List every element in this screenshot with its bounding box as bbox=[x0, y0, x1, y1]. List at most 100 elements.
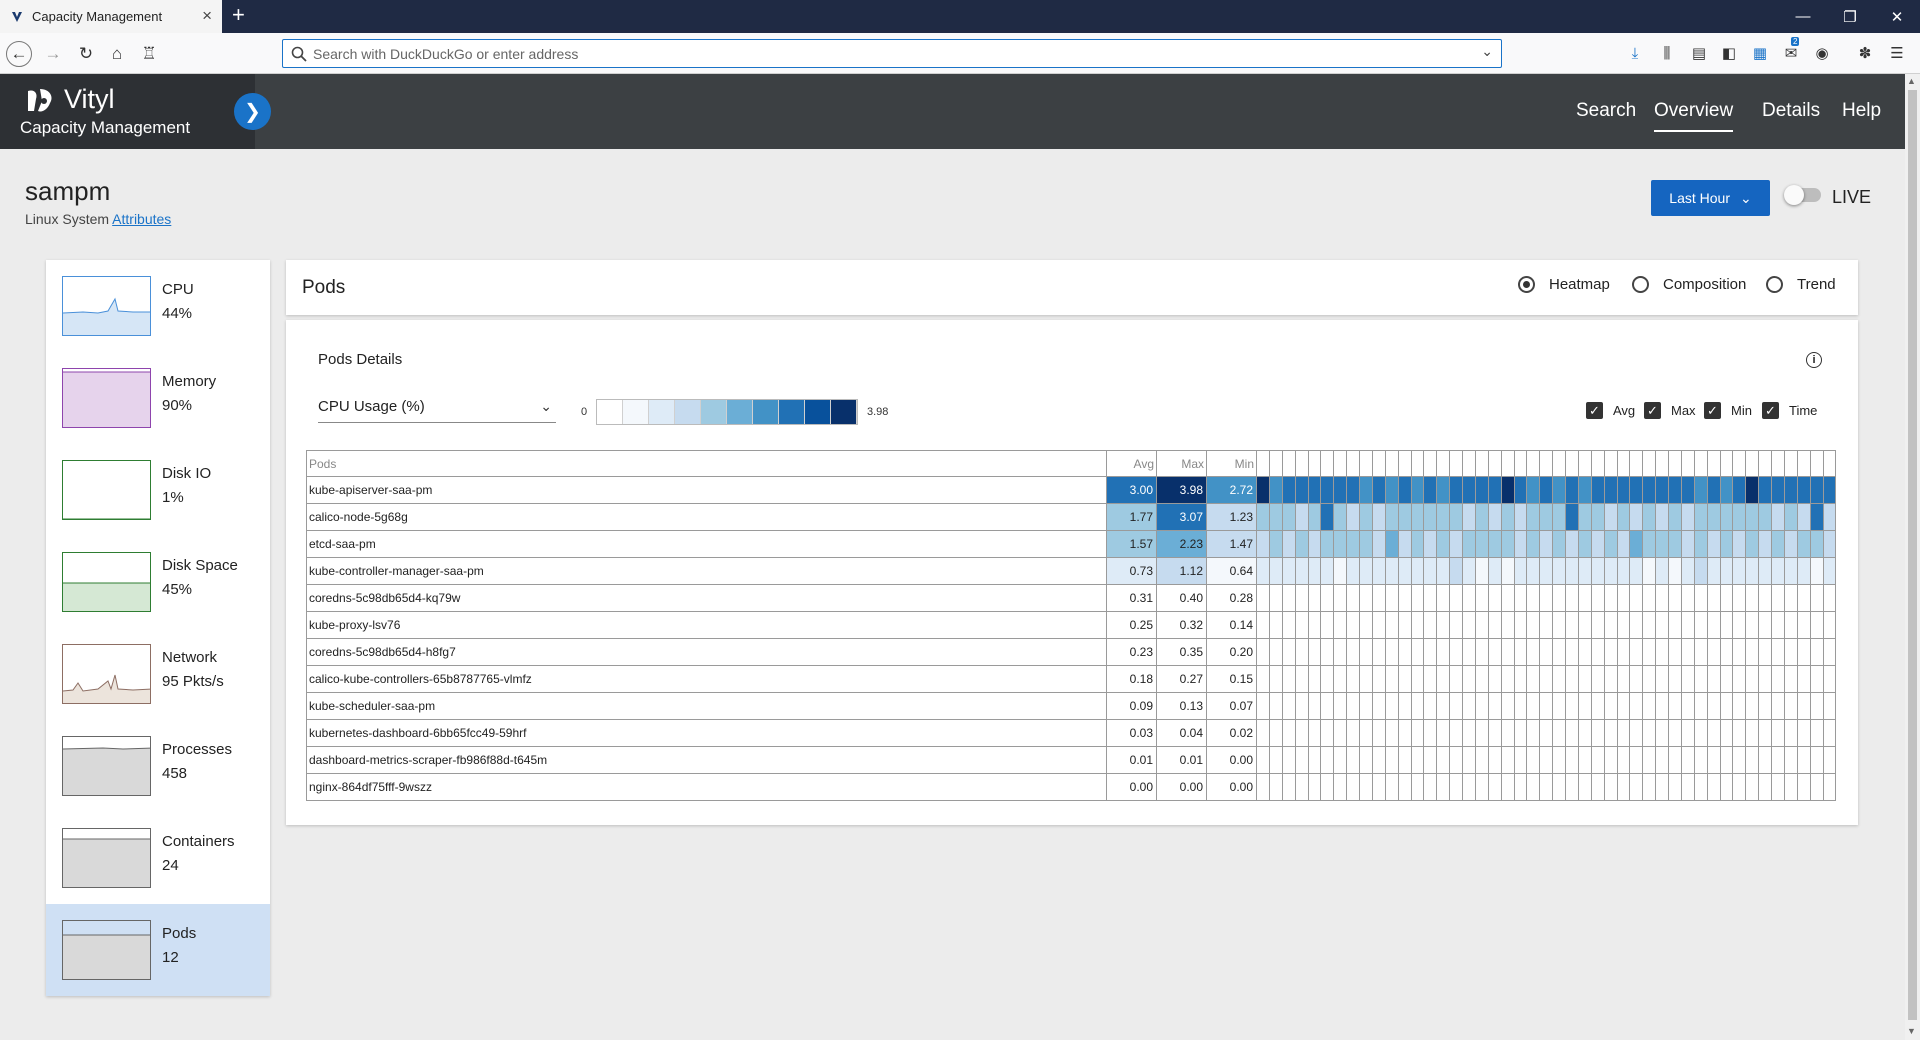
max-checkbox-label: Max bbox=[1671, 403, 1696, 418]
heatmap-cell bbox=[1539, 584, 1554, 612]
time-range-label: Last Hour bbox=[1669, 190, 1730, 206]
window-close-icon[interactable]: ✕ bbox=[1890, 8, 1904, 26]
max-cell: 0.00 bbox=[1156, 773, 1207, 801]
sidebar-item-containers[interactable]: Containers 24 bbox=[46, 812, 270, 904]
home-icon[interactable]: ⌂ bbox=[111, 44, 123, 63]
heatmap-cell bbox=[1552, 557, 1566, 585]
brand-name: Vityl bbox=[64, 84, 115, 114]
minimize-icon[interactable]: — bbox=[1795, 8, 1811, 25]
extension-icon[interactable]: ♖ bbox=[141, 44, 157, 63]
heatmap-cell bbox=[1745, 584, 1760, 612]
menu-icon[interactable]: ☰ bbox=[1890, 45, 1904, 62]
max-cell: 0.04 bbox=[1156, 719, 1207, 747]
max-cell: 0.13 bbox=[1156, 692, 1207, 720]
table-row[interactable]: kubernetes-dashboard-6bb65fcc49-59hrf 0.0… bbox=[306, 719, 1837, 747]
chevron-right-icon: ❯ bbox=[244, 101, 261, 123]
heatmap-cell bbox=[1474, 665, 1489, 693]
expand-sidebar-button[interactable]: ❯ bbox=[234, 93, 271, 130]
sidebar-item-disk-io[interactable]: Disk IO 1% bbox=[46, 444, 270, 536]
table-row[interactable]: calico-kube-controllers-65b8787765-vlmfz… bbox=[306, 665, 1837, 693]
min-checkbox[interactable]: ✓ Min bbox=[1704, 402, 1752, 419]
details-title: Pods Details bbox=[318, 351, 403, 368]
max-cell: 1.12 bbox=[1156, 557, 1207, 585]
nav-search[interactable]: Search bbox=[1576, 100, 1637, 121]
sidebar-toggle-icon[interactable]: ▤ bbox=[1691, 45, 1707, 62]
live-toggle[interactable] bbox=[1784, 185, 1821, 205]
browser-tab[interactable]: Capacity Management × bbox=[0, 0, 222, 33]
max-column-header[interactable]: Max bbox=[1156, 450, 1207, 477]
heatmap-cell bbox=[1359, 584, 1373, 612]
heatmap-cell bbox=[1732, 503, 1747, 531]
library-icon[interactable]: ⫼ bbox=[1663, 44, 1671, 62]
table-row[interactable]: kube-scheduler-saa-pm 0.09 0.13 0.07 bbox=[306, 692, 1837, 720]
table-row[interactable]: coredns-5c98db65d4-kq79w 0.31 0.40 0.28 bbox=[306, 584, 1837, 612]
view-composition-radio[interactable]: Composition bbox=[1632, 276, 1746, 293]
info-icon[interactable]: i bbox=[1806, 352, 1822, 368]
view-heatmap-radio[interactable]: Heatmap bbox=[1518, 276, 1610, 293]
table-row[interactable]: dashboard-metrics-scraper-fb986f88d-t645… bbox=[306, 746, 1837, 774]
sidebar-item-value: 458 bbox=[162, 765, 188, 782]
attributes-link[interactable]: Attributes bbox=[112, 211, 172, 227]
reader-icon[interactable]: ◧ bbox=[1721, 45, 1737, 62]
heatmap-cell bbox=[1281, 557, 1296, 585]
table-row[interactable]: calico-node-5g68g 1.77 3.07 1.23 bbox=[306, 503, 1837, 531]
table-row[interactable]: coredns-5c98db65d4-h8fg7 0.23 0.35 0.20 bbox=[306, 638, 1837, 666]
heatmap-cell bbox=[1384, 557, 1399, 585]
forward-icon[interactable]: → bbox=[44, 44, 62, 63]
grid-extension-icon[interactable]: ▦ bbox=[1752, 45, 1768, 62]
heatmap-cell bbox=[1320, 665, 1335, 693]
sidebar-item-processes[interactable]: Processes 458 bbox=[46, 720, 270, 812]
reload-icon[interactable]: ↻ bbox=[78, 44, 94, 63]
table-row[interactable]: kube-proxy-lsv76 0.25 0.32 0.14 bbox=[306, 611, 1837, 639]
scroll-down-icon[interactable]: ▼ bbox=[1907, 1026, 1916, 1036]
metric-select[interactable]: CPU Usage (%) ⌄ bbox=[318, 398, 556, 423]
view-trend-radio[interactable]: Trend bbox=[1766, 276, 1836, 293]
heatmap-cell bbox=[1436, 665, 1451, 693]
restore-icon[interactable]: ❐ bbox=[1843, 8, 1857, 26]
heatmap-cell bbox=[1281, 584, 1296, 612]
sidebar-item-disk-space[interactable]: Disk Space 45% bbox=[46, 536, 270, 628]
heatmap-cell bbox=[1449, 503, 1463, 531]
heatmap-cell bbox=[1758, 746, 1772, 774]
url-bar[interactable]: ⌄ bbox=[282, 39, 1502, 68]
heatmap-cell bbox=[1526, 611, 1541, 639]
heatmap-cell bbox=[1462, 746, 1476, 774]
page-scrollbar[interactable]: ▲ ▼ bbox=[1905, 74, 1920, 1040]
table-row[interactable]: kube-apiserver-saa-pm 3.00 3.98 2.72 bbox=[306, 476, 1837, 504]
avg-column-header[interactable]: Avg bbox=[1106, 450, 1157, 477]
heatmap-cell bbox=[1384, 611, 1399, 639]
avg-checkbox[interactable]: ✓ Avg bbox=[1586, 402, 1635, 419]
heatmap-cell bbox=[1384, 584, 1399, 612]
time-checkbox[interactable]: ✓ Time bbox=[1762, 402, 1817, 419]
heatmap-cell bbox=[1410, 611, 1425, 639]
download-icon[interactable]: ⤓ bbox=[1631, 44, 1639, 62]
max-checkbox[interactable]: ✓ Max bbox=[1644, 402, 1696, 419]
table-row[interactable]: etcd-saa-pm 1.57 2.23 1.47 bbox=[306, 530, 1837, 558]
addons-icon[interactable]: ✽ bbox=[1858, 45, 1872, 62]
scroll-thumb[interactable] bbox=[1908, 90, 1917, 1020]
pods-column-header[interactable]: Pods bbox=[306, 450, 1107, 477]
nav-details[interactable]: Details bbox=[1762, 100, 1821, 121]
table-row[interactable]: nginx-864df75fff-9wszz 0.00 0.00 0.00 bbox=[306, 773, 1837, 801]
mail-extension-icon[interactable]: ✉ 2 bbox=[1784, 37, 1800, 62]
sidebar-item-network[interactable]: Network 95 Pkts/s bbox=[46, 628, 270, 720]
min-column-header[interactable]: Min bbox=[1206, 450, 1257, 477]
time-range-button[interactable]: Last Hour ⌄ bbox=[1651, 180, 1770, 216]
sidebar-item-cpu[interactable]: CPU 44% bbox=[46, 260, 270, 352]
nav-help[interactable]: Help bbox=[1842, 100, 1882, 121]
account-icon[interactable]: ◉ bbox=[1815, 45, 1829, 62]
metrics-sidebar: CPU 44% Memory 90% Disk IO 1% Disk Space 45% Net… bbox=[46, 260, 270, 996]
url-dropdown-icon[interactable]: ⌄ bbox=[1481, 43, 1493, 59]
tab-close-icon[interactable]: × bbox=[202, 6, 212, 25]
url-input[interactable] bbox=[313, 44, 1463, 64]
scroll-up-icon[interactable]: ▲ bbox=[1907, 76, 1916, 86]
heatmap-cell bbox=[1359, 746, 1373, 774]
sidebar-item-pods[interactable]: Pods 12 bbox=[46, 904, 270, 996]
sidebar-item-memory[interactable]: Memory 90% bbox=[46, 352, 270, 444]
nav-overview[interactable]: Overview bbox=[1654, 100, 1734, 132]
new-tab-icon[interactable]: + bbox=[232, 2, 245, 27]
table-row[interactable]: kube-controller-manager-saa-pm 0.73 1.12 0.… bbox=[306, 557, 1837, 585]
back-icon[interactable]: ← bbox=[6, 41, 32, 67]
heatmap-cell bbox=[1680, 665, 1695, 693]
check-icon: ✓ bbox=[1704, 402, 1721, 419]
